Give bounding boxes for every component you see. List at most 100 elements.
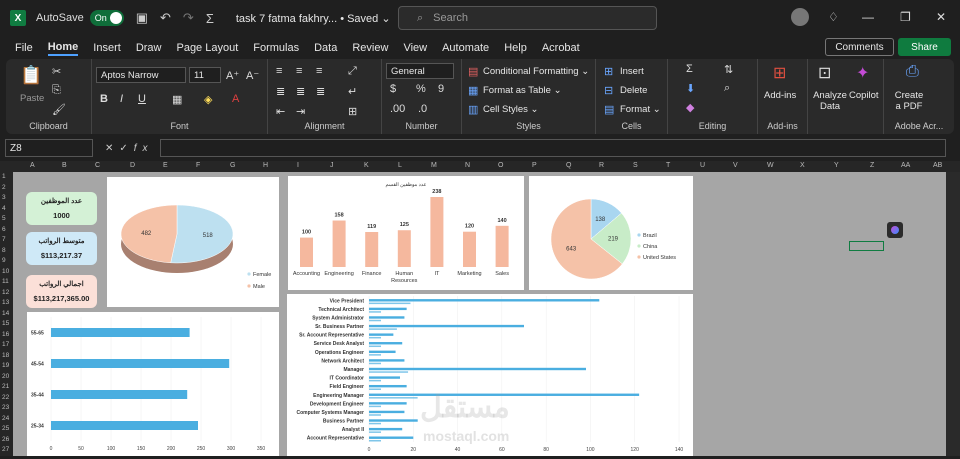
bar[interactable] [369,319,381,322]
bar[interactable] [369,302,411,305]
close-icon[interactable]: ✕ [936,10,947,24]
row-header[interactable]: 16 [2,330,10,338]
column-header[interactable]: C [95,162,101,169]
row-header[interactable]: 20 [2,372,10,380]
row-header[interactable]: 18 [2,351,10,359]
redo-icon[interactable]: ↷ [182,10,194,25]
bar[interactable] [300,237,313,267]
bar[interactable] [369,405,381,408]
bar[interactable] [51,328,190,337]
column-header[interactable]: M [431,162,437,169]
bar[interactable] [463,231,476,267]
merge-icon[interactable]: ⊞ [348,106,358,118]
row-header[interactable]: 2 [2,183,6,191]
column-header[interactable]: H [263,162,269,169]
format-as-table-button[interactable]: Format as Table ⌄ [483,85,562,96]
align-center-icon[interactable]: ≣ [296,86,306,98]
find-select-icon[interactable]: ⌕ [724,82,731,94]
row-header[interactable]: 15 [2,320,10,327]
analyze-data-button[interactable]: Analyze Data [813,90,847,112]
tab-draw[interactable]: Draw [135,42,162,54]
bar[interactable] [51,359,230,368]
bar[interactable] [369,397,418,399]
copilot-button[interactable]: Copilot [849,90,879,101]
row-header[interactable]: 19 [2,362,10,369]
comments-button[interactable]: Comments [825,38,894,56]
row-header[interactable]: 6 [2,225,6,233]
pie-slice[interactable] [550,198,623,280]
tab-view[interactable]: View [403,42,428,54]
column-header[interactable]: S [633,162,638,169]
fill-color-icon[interactable]: ◈ [204,94,213,106]
bar[interactable] [369,311,381,313]
create-pdf-button[interactable]: Create a PDF [894,90,924,112]
number-format-select[interactable]: General [386,63,454,79]
autosum-icon[interactable]: Σ [686,63,693,75]
document-title[interactable]: task 7 fatma fakhry... • Saved ⌄ [235,12,391,25]
bar[interactable] [369,371,409,373]
minimize-icon[interactable]: — [862,10,874,24]
row-header[interactable]: 25 [2,425,10,432]
orientation-icon[interactable]: ⤢ [348,65,357,77]
top-align-icon[interactable]: ≡ [276,65,283,77]
pie-slice[interactable] [170,204,234,264]
tab-insert[interactable]: Insert [93,42,121,54]
column-header[interactable]: O [498,162,504,169]
avatar[interactable] [791,8,809,26]
column-header[interactable]: Z [870,162,875,169]
delete-button[interactable]: Delete [620,85,648,96]
row-header[interactable]: 14 [2,309,10,317]
bar[interactable] [369,414,381,416]
column-header[interactable]: A [30,162,35,169]
bar[interactable] [369,299,600,302]
country-pie-chart[interactable]: 138 219 643 Brazil China United States [529,176,693,290]
bar[interactable] [369,362,381,365]
tab-help[interactable]: Help [504,42,527,54]
shrink-font-icon[interactable]: A⁻ [246,70,260,82]
column-header[interactable]: P [532,162,537,169]
copilot-float-icon[interactable] [887,222,903,238]
fill-icon[interactable]: ⬇ [686,83,696,95]
borders-icon[interactable]: ▦ [172,94,183,106]
column-header[interactable]: D [130,162,136,169]
bar[interactable] [365,232,379,267]
bar[interactable] [369,345,381,348]
bar[interactable] [369,384,407,388]
job-title-bar-chart[interactable]: 0 20 40 60 80 100 120 140 Vice President Technica… [287,294,693,456]
column-header[interactable]: X [800,162,805,169]
column-header[interactable]: V [733,162,738,169]
tab-formulas[interactable]: Formulas [253,42,300,54]
worksheet[interactable]: عدد الموظفين 1000 متوسط الرواتب $113,217.37… [13,172,946,456]
bar[interactable] [369,393,640,396]
column-header[interactable]: AA [901,162,911,169]
name-box[interactable]: Z8 [5,139,93,157]
wrap-text-icon[interactable]: ↵ [348,86,358,98]
column-header[interactable]: Y [834,162,839,169]
italic-icon[interactable]: I [120,93,124,105]
row-header[interactable]: 8 [2,246,6,254]
tab-review[interactable]: Review [352,42,389,54]
bar[interactable] [332,220,346,267]
sort-filter-icon[interactable]: ⇅ [724,64,734,76]
bar[interactable] [51,421,198,430]
conditional-formatting-button[interactable]: Conditional Formatting ⌄ [483,66,590,77]
bar[interactable] [495,225,509,267]
lightbulb-icon[interactable]: ♢ [828,10,839,24]
row-header[interactable]: 9 [2,257,6,264]
formula-input[interactable] [159,139,946,157]
percent-icon[interactable]: % [416,83,426,95]
column-header[interactable]: N [465,162,471,169]
insert-button[interactable]: Insert [620,66,644,77]
paste-button[interactable]: Paste [20,93,45,104]
row-header[interactable]: 10 [2,267,10,275]
pie-slice[interactable] [120,204,178,264]
row-header[interactable]: 23 [2,404,10,411]
pie-slice[interactable] [590,212,632,265]
cell-styles-button[interactable]: Cell Styles ⌄ [483,104,539,115]
bar[interactable] [369,328,397,330]
column-header[interactable]: J [330,162,334,169]
bar[interactable] [369,436,414,439]
undo-icon[interactable]: ↶ [160,10,171,25]
bar[interactable] [369,307,407,311]
bar[interactable] [430,197,444,267]
